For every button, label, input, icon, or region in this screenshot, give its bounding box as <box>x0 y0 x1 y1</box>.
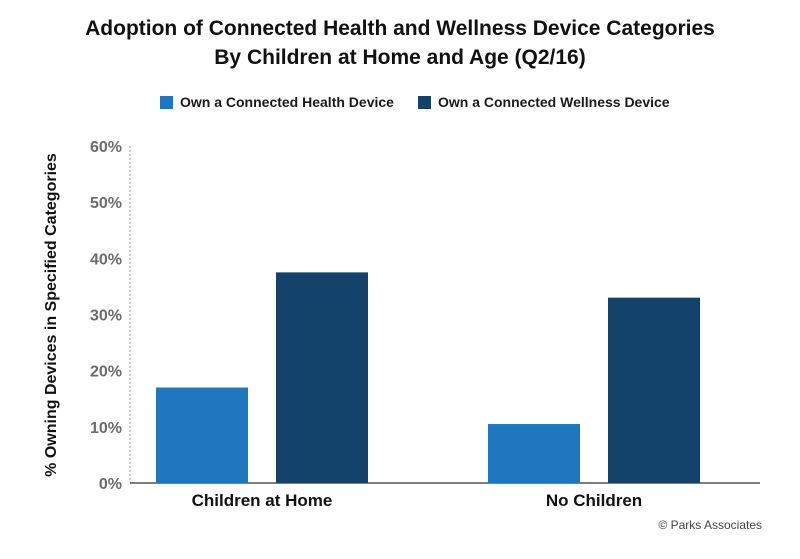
bar-health-children-at-home <box>156 387 248 483</box>
bar-health-no-children <box>488 424 580 483</box>
bar-wellness-children-at-home <box>276 272 368 483</box>
legend-label-health: Own a Connected Health Device <box>180 94 394 110</box>
bars <box>156 272 700 483</box>
x-tick-label: No Children <box>546 491 642 510</box>
y-tick-label: 60% <box>90 139 122 156</box>
source-credit: © Parks Associates <box>658 518 762 532</box>
legend-item-health: Own a Connected Health Device <box>160 94 394 110</box>
y-tick-label: 50% <box>90 195 122 212</box>
y-tick-label: 20% <box>90 364 122 381</box>
legend-swatch-wellness <box>418 95 431 109</box>
y-ticks: 0% 10% 20% 30% 40% 50% 60% <box>90 139 122 493</box>
y-tick-label: 30% <box>90 308 122 325</box>
y-tick-label: 0% <box>99 476 122 493</box>
y-tick-label: 40% <box>90 251 122 268</box>
chart-title: Adoption of Connected Health and Wellnes… <box>85 17 715 40</box>
chart-legend: Own a Connected Health Device Own a Conn… <box>0 94 800 118</box>
legend-item-wellness: Own a Connected Wellness Device <box>418 94 670 110</box>
legend-label-wellness: Own a Connected Wellness Device <box>438 94 670 110</box>
y-axis-label: % Owning Devices in Specified Categories <box>43 153 60 477</box>
chart-subtitle: By Children at Home and Age (Q2/16) <box>214 46 586 69</box>
x-tick-labels: Children at Home No Children <box>192 491 643 510</box>
y-tick-label: 10% <box>90 420 122 437</box>
x-tick-label: Children at Home <box>192 491 333 510</box>
bar-wellness-no-children <box>608 297 700 483</box>
chart-title-block: Adoption of Connected Health and Wellnes… <box>0 14 800 72</box>
legend-swatch-health <box>160 95 173 109</box>
